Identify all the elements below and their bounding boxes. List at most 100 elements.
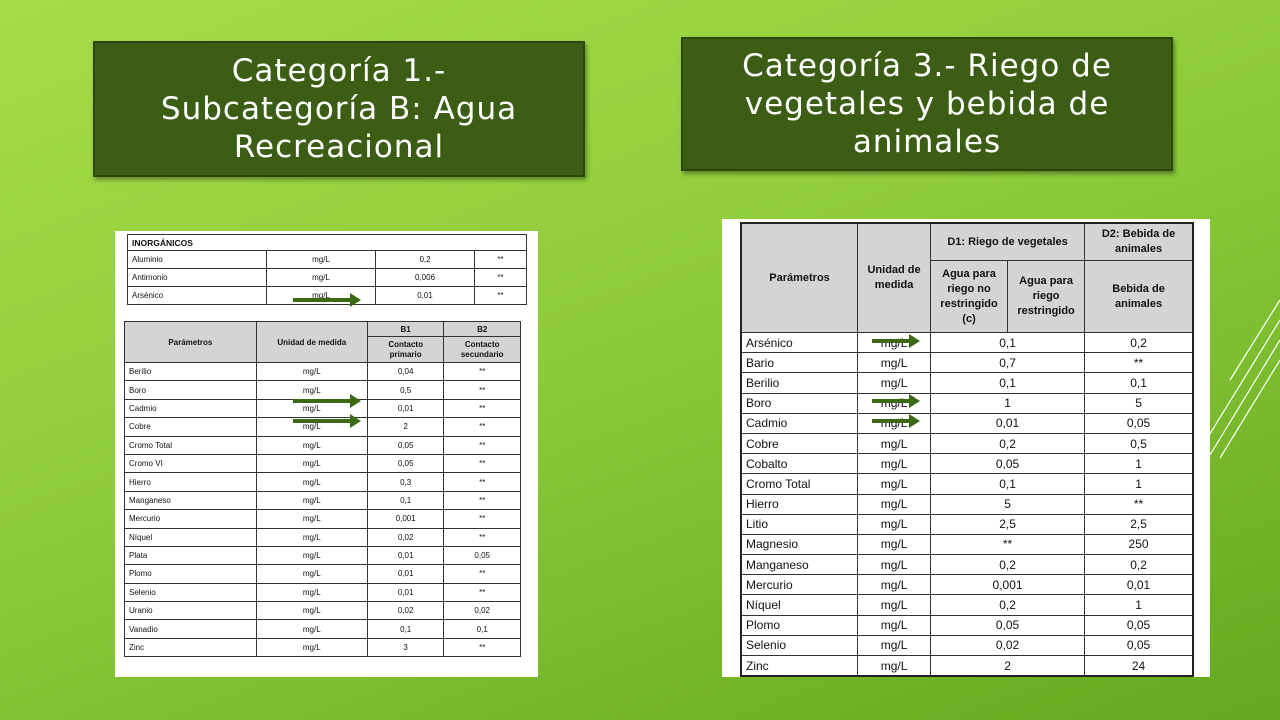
cell-d2: 5 <box>1084 392 1194 414</box>
cell-d1: 0,05 <box>930 453 1086 475</box>
cell-param: Vanadio <box>124 619 257 639</box>
cell-b1: 0,05 <box>366 453 445 474</box>
cell-d1: 2,5 <box>930 513 1086 535</box>
cell-d1: 1 <box>930 392 1086 414</box>
cell-b1: 0,1 <box>366 490 445 511</box>
cell-value-2: ** <box>474 286 527 305</box>
cell-b2: ** <box>443 637 521 658</box>
cell-d1: 0,05 <box>930 614 1086 636</box>
cell-unit: mg/L <box>255 472 368 492</box>
cell-param: Arsénico <box>740 331 859 354</box>
cell-d1: 0,1 <box>930 331 1086 354</box>
cell-unit: mg/L <box>857 352 932 374</box>
r-col-d2-header: D2: Bebida de animales <box>1084 222 1194 261</box>
cell-param: Uranio <box>124 601 257 621</box>
cell-d2: 250 <box>1084 533 1194 556</box>
table-row: Zinc mg/L 2 24 <box>740 655 1194 677</box>
title-right-line-2: vegetales y bebida de <box>744 86 1110 122</box>
cell-b2: ** <box>443 527 521 547</box>
cell-param: Zinc <box>124 637 257 658</box>
cell-d2: 2,5 <box>1084 513 1194 535</box>
table-row: Cobalto mg/L 0,05 1 <box>740 453 1194 475</box>
cell-unit: mg/L <box>857 634 932 657</box>
cell-d1: 0,02 <box>930 634 1086 657</box>
table-row: Mercurio mg/L 0,001 ** <box>124 509 521 529</box>
table-row: Vanadio mg/L 0,1 0,1 <box>124 619 521 639</box>
cell-param: Plomo <box>740 614 859 636</box>
cell-unit: mg/L <box>255 435 368 455</box>
cell-unit: mg/L <box>255 619 368 639</box>
r-col-d1a-header: Agua para riego no restringido (c) <box>930 260 1009 333</box>
cell-param: Manganeso <box>124 490 257 511</box>
cell-unit: mg/L <box>255 582 368 603</box>
cell-d2: 0,05 <box>1084 412 1194 434</box>
cell-d2: 1 <box>1084 473 1194 495</box>
cell-b2: ** <box>443 361 521 382</box>
cell-d1: 0,7 <box>930 352 1086 374</box>
cell-b1: 0,3 <box>366 472 445 492</box>
cell-param: Berilio <box>740 372 859 394</box>
cell-unit: mg/L <box>255 637 368 658</box>
cell-d2: 0,01 <box>1084 574 1194 596</box>
table-row: Antimonio mg/L 0,006 ** <box>127 268 527 287</box>
cell-unit: mg/L <box>857 533 932 556</box>
cell-param: Magnesio <box>740 533 859 556</box>
table-row: Magnesio mg/L ** 250 <box>740 533 1194 556</box>
cell-param: Boro <box>740 392 859 414</box>
arrow-arsenico-left <box>293 293 361 307</box>
cell-b1: 0,5 <box>366 380 445 400</box>
arrow-cadmio-left <box>293 414 361 428</box>
cell-b1: 0,02 <box>366 527 445 547</box>
decorative-lines <box>1200 300 1280 459</box>
cell-d1: 0,2 <box>930 554 1086 576</box>
cell-b2: ** <box>443 380 521 400</box>
cell-b1: 0,01 <box>366 545 445 566</box>
irrigation-body: Arsénicomg/L0,10,2Bariomg/L0,7**Beriliom… <box>740 331 1194 677</box>
cell-d1: ** <box>930 533 1086 556</box>
col-unit-header: Unidad de medida <box>255 321 368 363</box>
cell-param: Selenio <box>740 634 859 657</box>
irrigation-table: Parámetros Unidad de medida D1: Riego de… <box>740 222 1194 677</box>
cell-d2: 0,2 <box>1084 554 1194 576</box>
cell-b2: ** <box>443 509 521 529</box>
table-row: Boro mg/L 1 5 <box>740 392 1194 414</box>
cell-unit: mg/L <box>266 268 376 287</box>
arrow-cadmio-right <box>872 414 920 428</box>
cell-b2: ** <box>443 417 521 437</box>
cell-b1: 0,01 <box>366 582 445 603</box>
cell-param: Cromo Total <box>740 473 859 495</box>
cell-unit: mg/L <box>255 509 368 529</box>
table-row: Níquel mg/L 0,2 1 <box>740 594 1194 616</box>
table-row: Bario mg/L 0,7 ** <box>740 352 1194 374</box>
cell-value-2: ** <box>474 268 527 287</box>
cell-b2: 0,02 <box>443 601 521 621</box>
table-row: Cromo VI mg/L 0,05 ** <box>124 453 521 474</box>
table-row: Cromo Total mg/L 0,1 1 <box>740 473 1194 495</box>
cell-param: Hierro <box>124 472 257 492</box>
cell-d2: 1 <box>1084 453 1194 475</box>
table-row: Plomo mg/L 0,01 ** <box>124 564 521 584</box>
inorganic-table: INORGÁNICOS Aluminio mg/L 0,2 ** Antimonio mg… <box>127 234 527 305</box>
cell-b2: ** <box>443 582 521 603</box>
cell-b1: 0,04 <box>366 361 445 382</box>
cell-d2: 0,05 <box>1084 614 1194 636</box>
cell-unit: mg/L <box>857 554 932 576</box>
table-row: Zinc mg/L 3 ** <box>124 637 521 658</box>
cell-param: Boro <box>124 380 257 400</box>
title-left-line-1: Categoría 1.- <box>231 53 447 89</box>
cell-b2: ** <box>443 398 521 419</box>
cell-param: Berilio <box>124 361 257 382</box>
cell-b1: 0,001 <box>366 509 445 529</box>
cell-param: Plomo <box>124 564 257 584</box>
cell-b2: ** <box>443 490 521 511</box>
cell-b2: ** <box>443 435 521 455</box>
cell-param: Cromo VI <box>124 453 257 474</box>
cell-param: Manganeso <box>740 554 859 576</box>
cell-param: Cobalto <box>740 453 859 475</box>
cell-unit: mg/L <box>857 372 932 394</box>
cell-d2: ** <box>1084 352 1194 374</box>
table-row: Hierro mg/L 5 ** <box>740 493 1194 515</box>
table-row: Plata mg/L 0,01 0,05 <box>124 545 521 566</box>
table-row: Mercurio mg/L 0,001 0,01 <box>740 574 1194 596</box>
cell-unit: mg/L <box>857 473 932 495</box>
